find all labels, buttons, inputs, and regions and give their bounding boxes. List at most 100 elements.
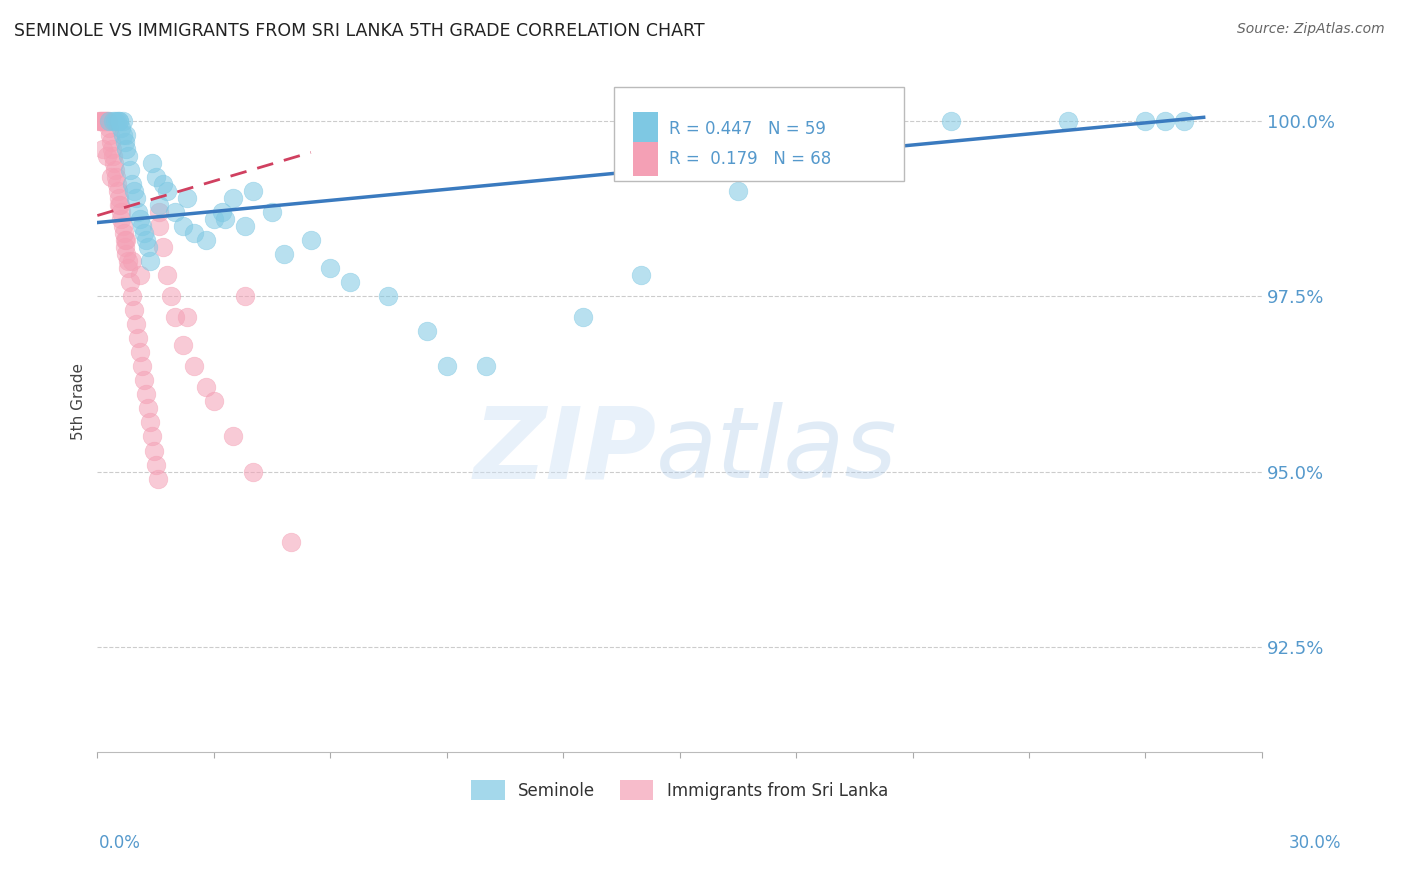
Point: [172, 338, 194, 352]
Point: [94, 113, 117, 128]
Point: [1173, 113, 1195, 128]
Point: [115, 247, 138, 261]
Point: [110, 212, 132, 227]
Point: [146, 472, 169, 486]
Point: [183, 226, 205, 240]
Point: [91, 142, 114, 156]
Point: [377, 289, 399, 303]
Point: [160, 289, 183, 303]
Point: [233, 219, 256, 233]
Point: [121, 289, 143, 303]
Text: SEMINOLE VS IMMIGRANTS FROM SRI LANKA 5TH GRADE CORRELATION CHART: SEMINOLE VS IMMIGRANTS FROM SRI LANKA 5T…: [14, 22, 704, 40]
Point: [98, 120, 121, 135]
Point: [183, 359, 205, 374]
Point: [163, 310, 186, 325]
Point: [214, 212, 236, 227]
Point: [156, 268, 179, 282]
Point: [141, 429, 163, 443]
Point: [112, 226, 135, 240]
Point: [1135, 113, 1157, 128]
Text: atlas: atlas: [657, 402, 898, 499]
Point: [135, 387, 157, 401]
Point: [176, 191, 198, 205]
Point: [117, 254, 139, 268]
Point: [131, 359, 153, 374]
Point: [89, 113, 111, 128]
Point: [242, 465, 264, 479]
Point: [273, 247, 295, 261]
Point: [107, 191, 129, 205]
Point: [125, 191, 148, 205]
Point: [163, 205, 186, 219]
Point: [96, 113, 118, 128]
Point: [156, 184, 179, 198]
Point: [436, 359, 458, 374]
Point: [242, 184, 264, 198]
Point: [260, 205, 283, 219]
Point: [115, 142, 138, 156]
Text: ZIP: ZIP: [474, 402, 657, 499]
Point: [105, 177, 128, 191]
Point: [108, 198, 131, 212]
Point: [474, 359, 496, 374]
Point: [135, 233, 157, 247]
Point: [100, 135, 122, 149]
Point: [104, 169, 127, 184]
Text: 30.0%: 30.0%: [1288, 834, 1341, 852]
Legend: Seminole, Immigrants from Sri Lanka: Seminole, Immigrants from Sri Lanka: [464, 773, 894, 807]
Point: [98, 128, 121, 142]
Point: [101, 142, 124, 156]
Text: R =  0.179   N = 68: R = 0.179 N = 68: [669, 150, 831, 168]
Point: [111, 128, 134, 142]
Point: [416, 324, 439, 338]
Point: [125, 318, 148, 332]
Point: [111, 113, 134, 128]
Point: [120, 163, 142, 178]
Point: [1153, 113, 1175, 128]
Point: [91, 113, 114, 128]
Point: [90, 113, 112, 128]
Point: [114, 135, 136, 149]
Point: [202, 394, 225, 409]
Point: [1056, 113, 1078, 128]
Point: [132, 373, 155, 387]
Point: [107, 184, 129, 198]
Point: [172, 219, 194, 233]
Point: [127, 205, 149, 219]
Point: [571, 310, 593, 325]
Point: [145, 169, 167, 184]
Point: [98, 113, 121, 128]
Point: [280, 534, 302, 549]
Point: [148, 205, 170, 219]
Point: [141, 156, 163, 170]
Point: [136, 401, 159, 416]
Point: [120, 275, 142, 289]
Point: [129, 345, 152, 359]
Point: [107, 198, 129, 212]
Point: [195, 380, 218, 394]
Text: Source: ZipAtlas.com: Source: ZipAtlas.com: [1237, 22, 1385, 37]
Point: [319, 261, 342, 276]
Point: [117, 261, 139, 276]
Point: [110, 120, 132, 135]
Point: [97, 113, 120, 128]
Point: [103, 156, 125, 170]
Point: [117, 149, 139, 163]
Point: [91, 113, 114, 128]
Point: [122, 184, 145, 198]
Y-axis label: 5th Grade: 5th Grade: [72, 363, 86, 440]
Point: [129, 212, 152, 227]
Point: [804, 113, 827, 128]
Point: [152, 240, 174, 254]
Point: [121, 177, 143, 191]
Point: [114, 233, 136, 247]
Point: [110, 205, 132, 219]
Point: [176, 310, 198, 325]
Point: [132, 226, 155, 240]
Text: R = 0.447   N = 59: R = 0.447 N = 59: [669, 120, 827, 138]
Point: [101, 149, 124, 163]
Point: [139, 254, 162, 268]
Point: [339, 275, 361, 289]
Point: [222, 429, 245, 443]
Point: [222, 191, 245, 205]
